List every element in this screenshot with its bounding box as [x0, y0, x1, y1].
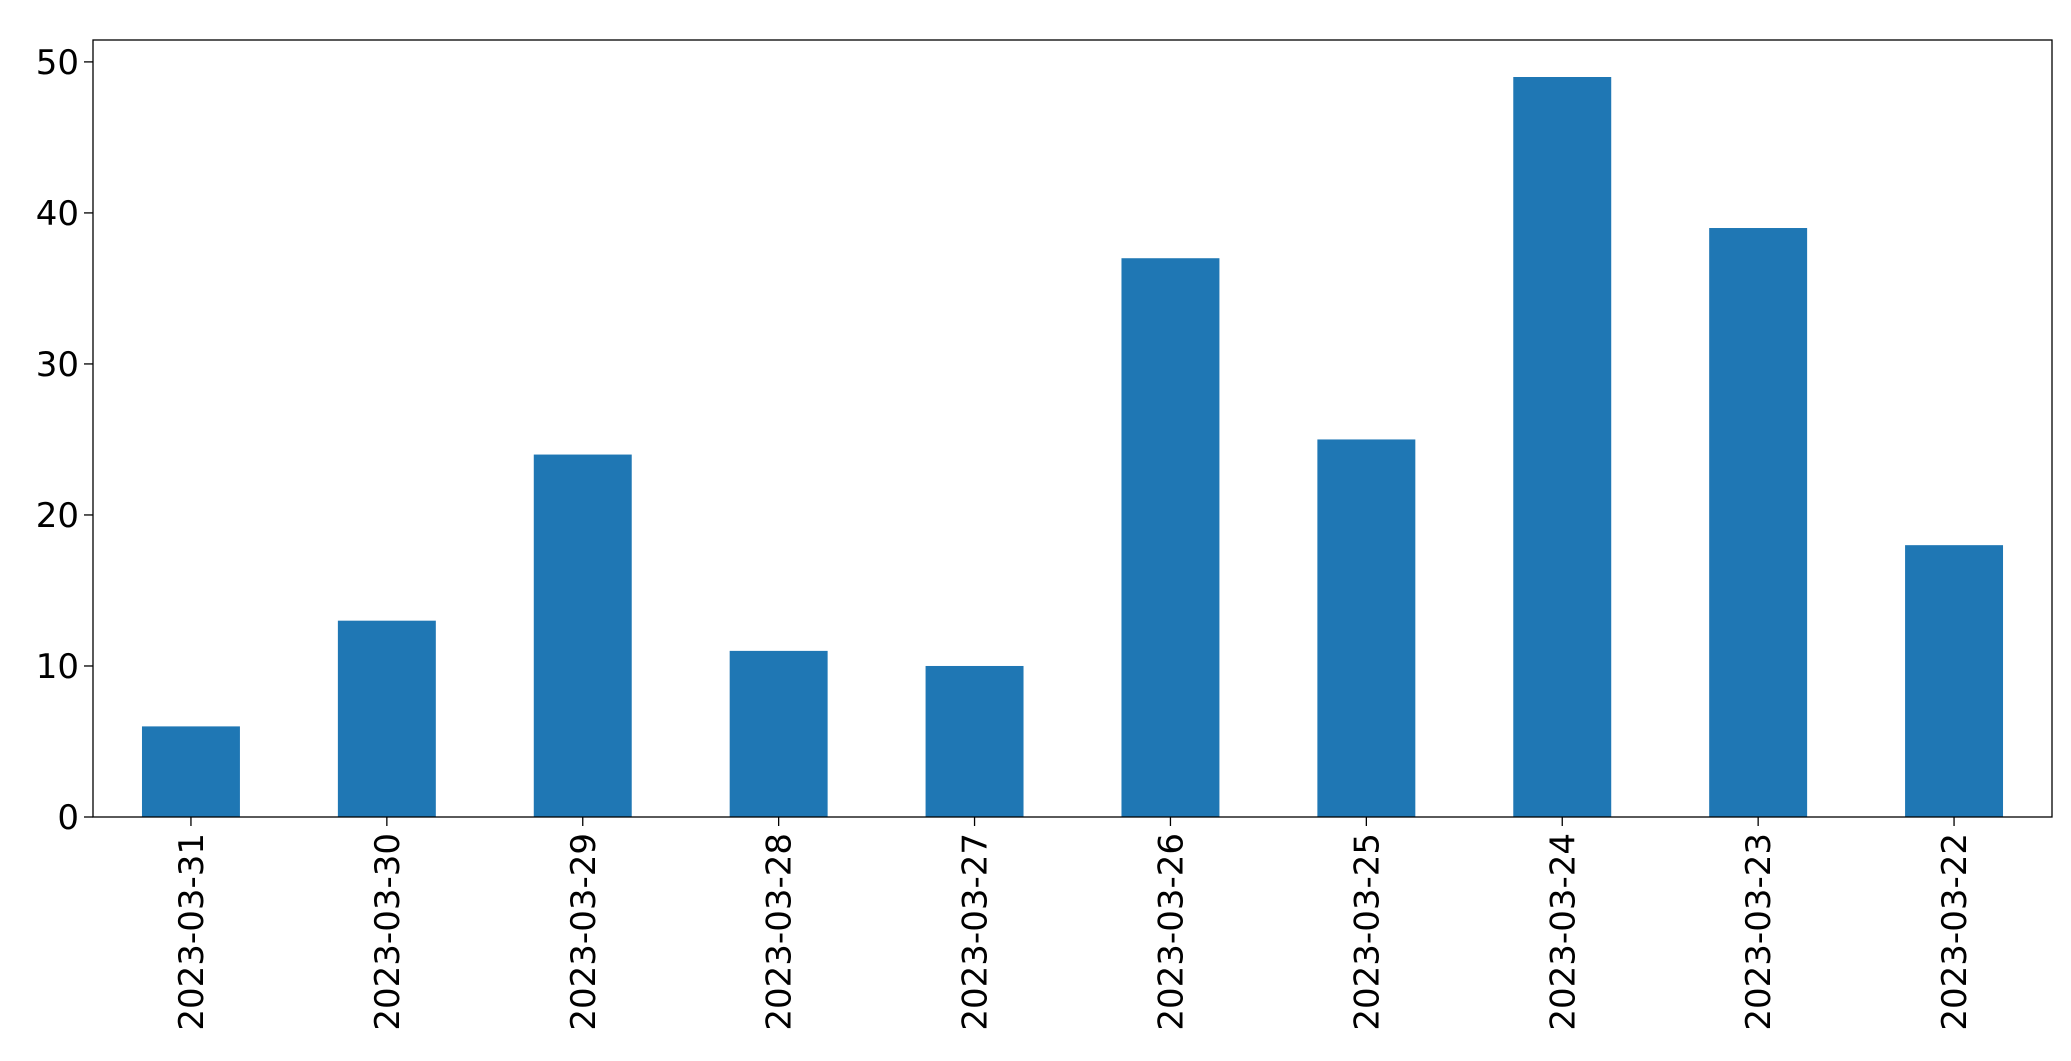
y-tick-label: 30 [36, 345, 79, 385]
bar [925, 665, 1024, 817]
y-tick-label: 20 [36, 496, 79, 536]
x-tick-label: 2023-03-22 [1935, 833, 1975, 1031]
y-tick-label: 40 [36, 194, 79, 234]
bar [533, 454, 632, 817]
x-tick-label: 2023-03-28 [760, 833, 800, 1031]
plot-frame [92, 39, 2053, 818]
y-tick-label: 0 [57, 798, 79, 838]
x-tick-label: 2023-03-24 [1543, 833, 1583, 1031]
bar [1709, 228, 1808, 818]
bar [337, 620, 436, 817]
bar [141, 726, 240, 817]
x-tick-label: 2023-03-31 [172, 833, 212, 1031]
x-tick-label: 2023-03-26 [1151, 833, 1191, 1031]
x-tick-label: 2023-03-29 [564, 833, 604, 1031]
x-tick-label: 2023-03-25 [1347, 833, 1387, 1031]
bar [1121, 258, 1220, 817]
bar [1317, 439, 1416, 817]
y-tick-label: 10 [36, 647, 79, 687]
x-tick-label: 2023-03-23 [1739, 833, 1779, 1031]
x-tick-label: 2023-03-27 [956, 833, 996, 1031]
bar [1513, 77, 1612, 817]
x-tick-label: 2023-03-30 [368, 833, 408, 1031]
y-tick-label: 50 [36, 43, 79, 83]
bar [1905, 545, 2004, 817]
bar [729, 650, 828, 817]
